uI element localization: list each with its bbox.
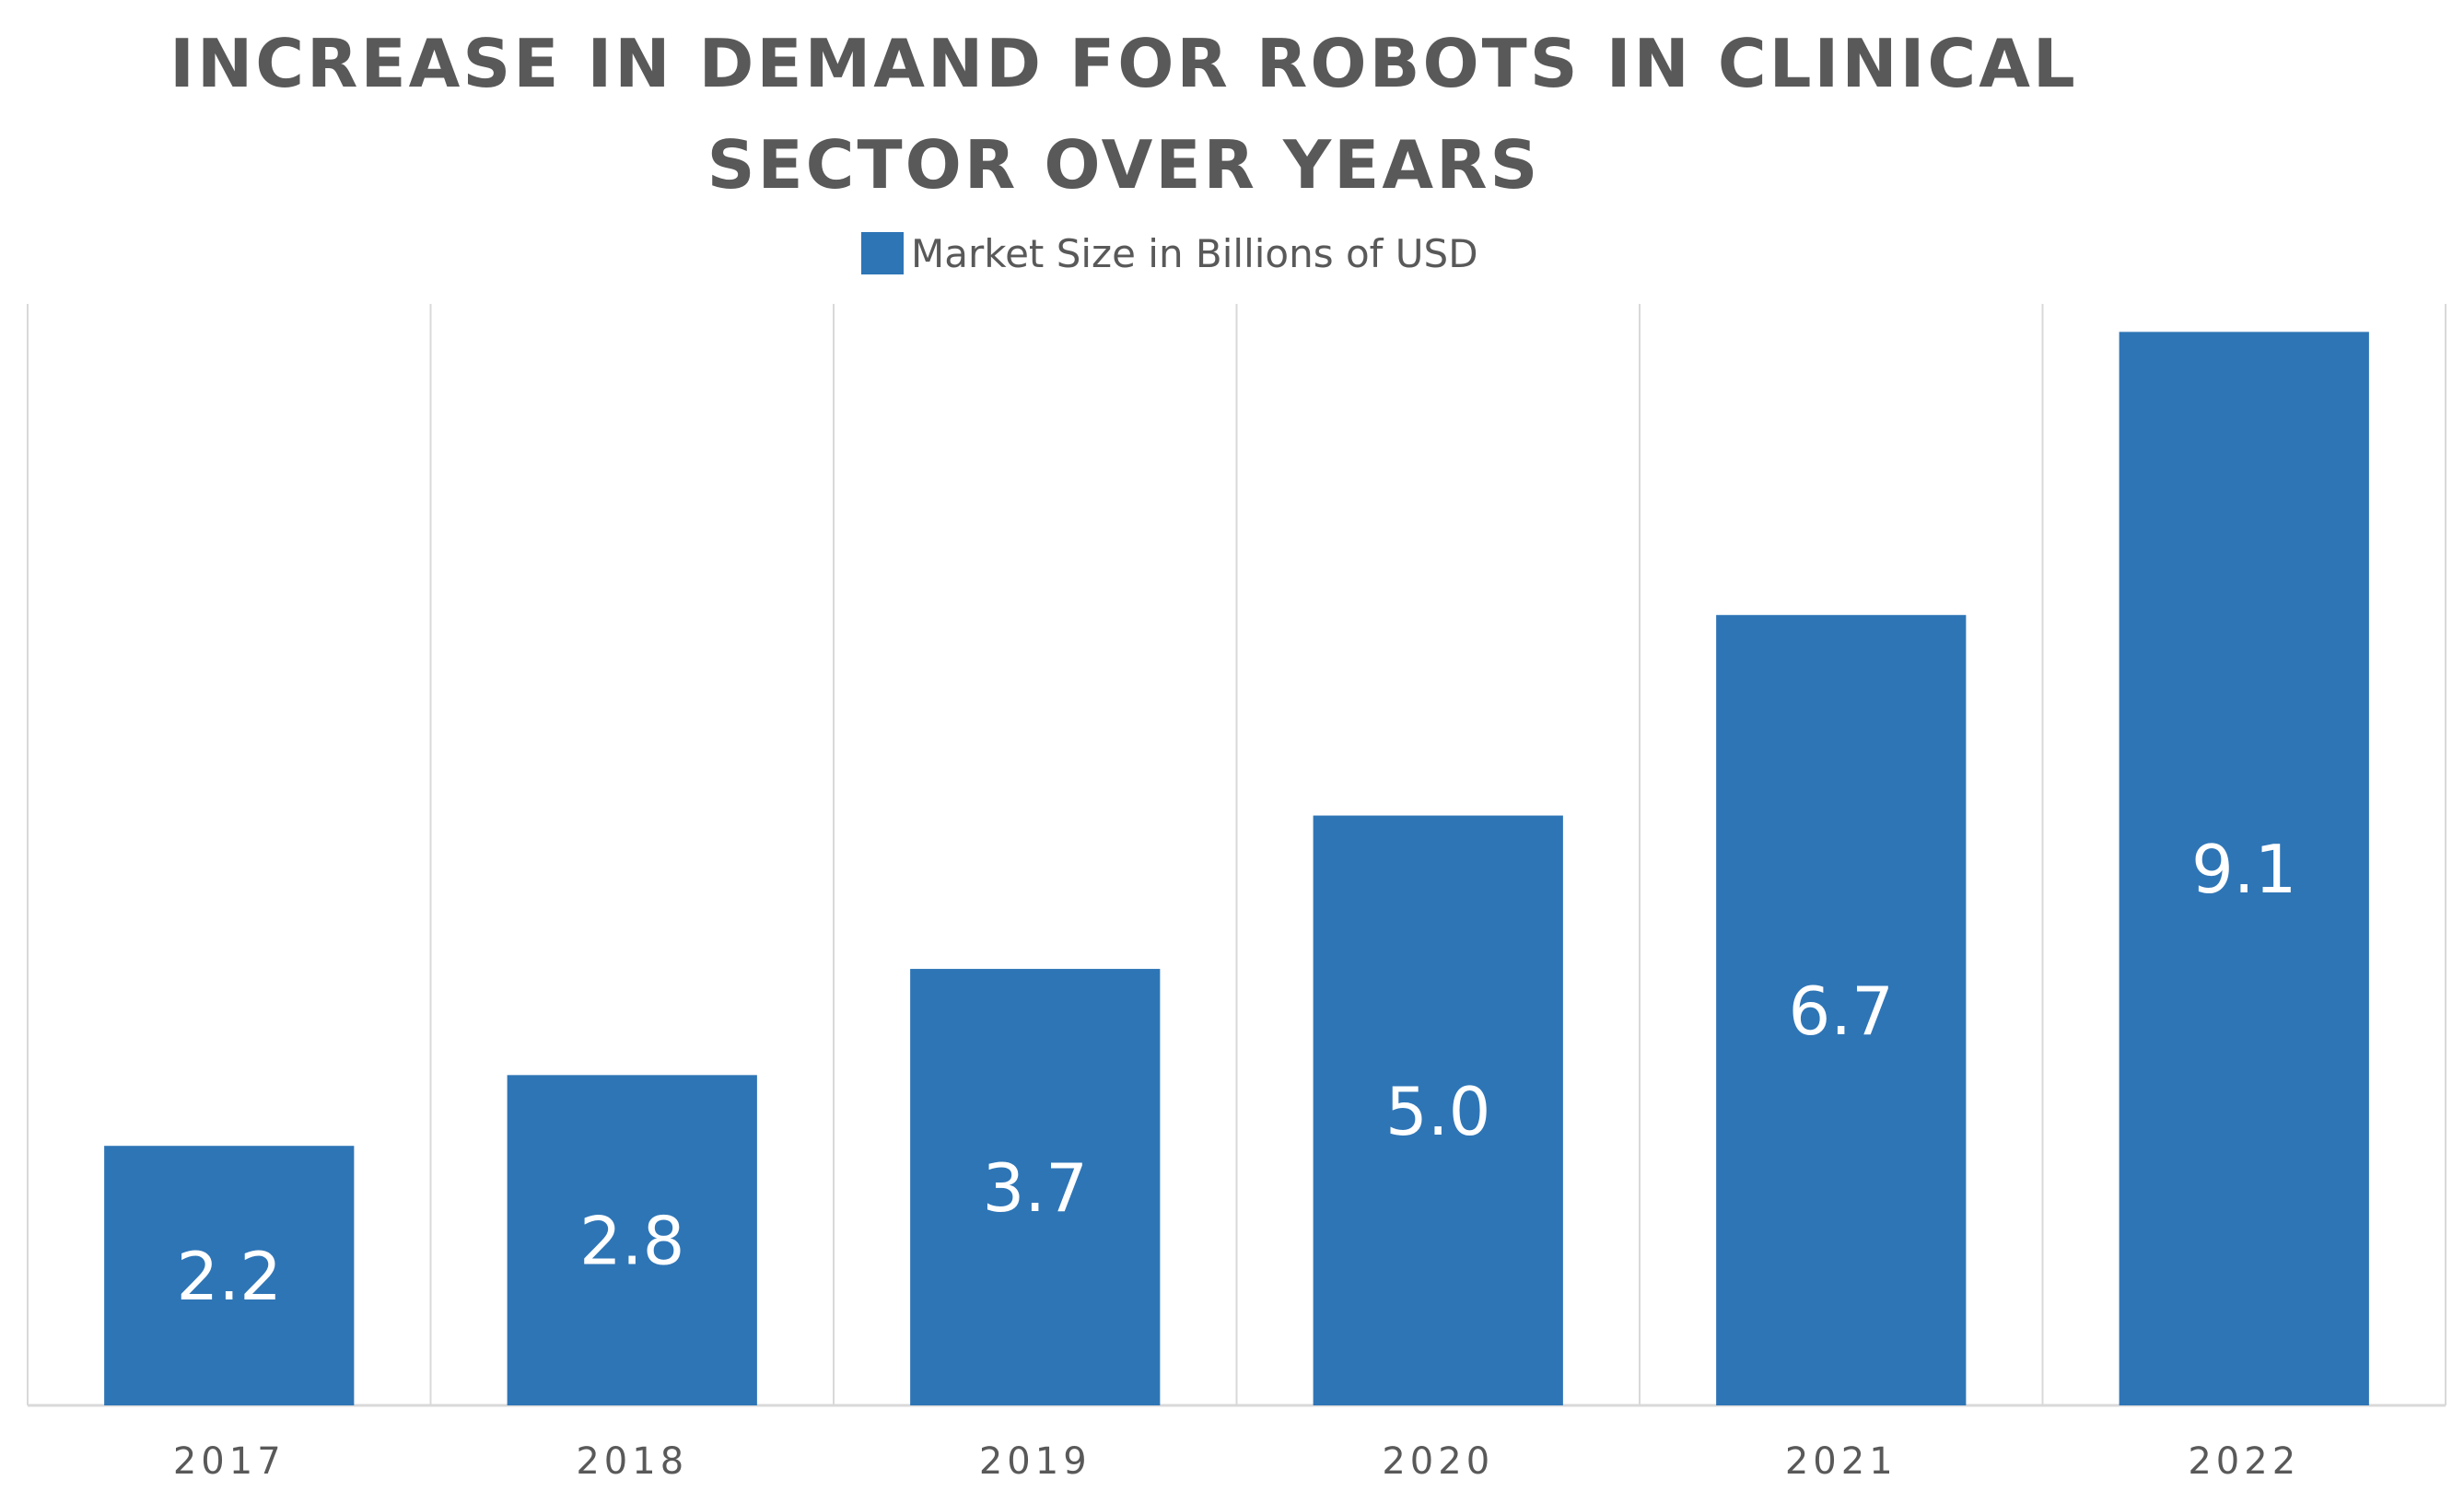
x-tick-2020: 2020 bbox=[1382, 1440, 1494, 1483]
legend-label: Market Size in Billions of USD bbox=[911, 230, 1478, 276]
x-tick-2022: 2022 bbox=[2188, 1440, 2300, 1483]
data-label-2020: 5.0 bbox=[1385, 1073, 1491, 1150]
bar-2019 bbox=[910, 969, 1161, 1405]
bars bbox=[104, 332, 2369, 1405]
x-tick-2019: 2019 bbox=[979, 1440, 1092, 1483]
chart-title-line-1: INCREASE IN DEMAND FOR ROBOTS IN CLINICA… bbox=[169, 25, 2078, 102]
x-tick-labels: 2017 2018 2019 2020 2021 2022 bbox=[173, 1440, 2300, 1483]
bar-2022 bbox=[2119, 332, 2369, 1405]
legend: Market Size in Billions of USD bbox=[861, 226, 1478, 281]
chart-title-line-2: SECTOR OVER YEARS bbox=[707, 126, 1541, 204]
bar-2017 bbox=[104, 1146, 355, 1405]
x-tick-2017: 2017 bbox=[173, 1440, 286, 1483]
bar-2021 bbox=[1716, 614, 1967, 1405]
x-tick-2021: 2021 bbox=[1785, 1440, 1898, 1483]
data-label-2019: 3.7 bbox=[982, 1149, 1088, 1227]
bar-labels: 2.2 2.8 3.7 5.0 6.7 9.1 bbox=[176, 831, 2296, 1315]
data-label-2021: 6.7 bbox=[1788, 973, 1894, 1050]
data-label-2017: 2.2 bbox=[176, 1238, 282, 1315]
data-label-2022: 9.1 bbox=[2191, 831, 2297, 908]
chart-title: INCREASE IN DEMAND FOR ROBOTS IN CLINICA… bbox=[0, 13, 2248, 216]
bar-2020 bbox=[1313, 815, 1563, 1405]
gridlines bbox=[27, 304, 2446, 1407]
data-label-2018: 2.8 bbox=[579, 1203, 685, 1280]
bar-2018 bbox=[507, 1075, 757, 1405]
x-tick-2018: 2018 bbox=[576, 1440, 688, 1483]
legend-swatch bbox=[861, 232, 904, 274]
